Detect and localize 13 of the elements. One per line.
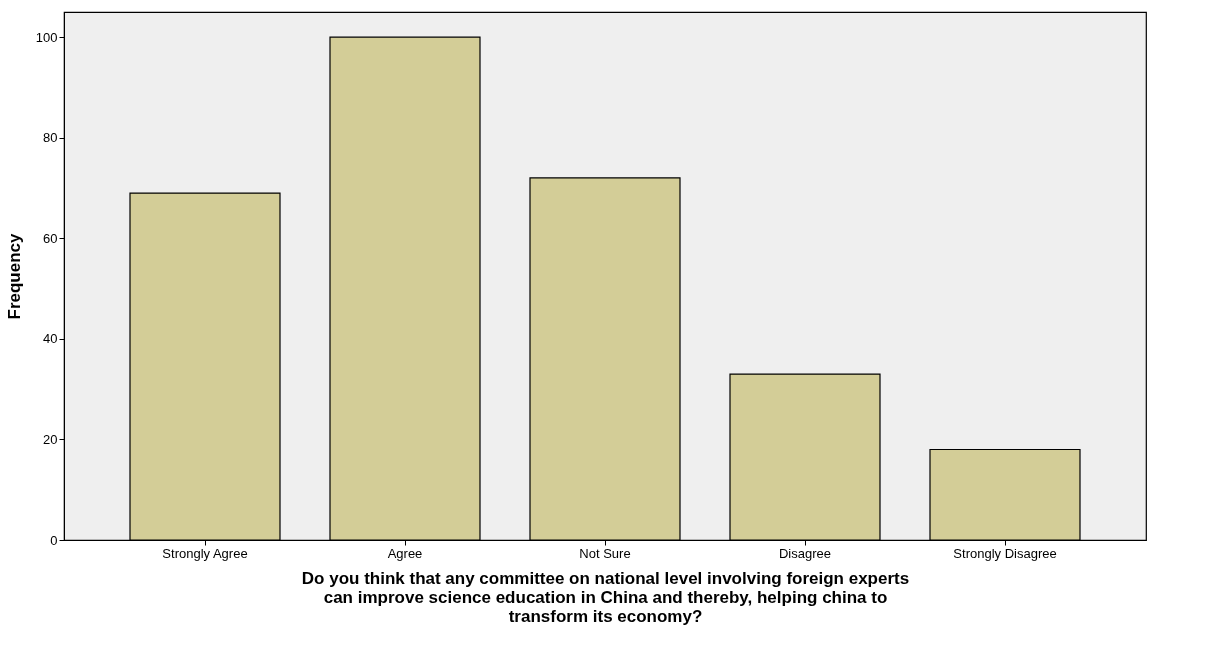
y-axis-title: Frequency bbox=[4, 232, 24, 320]
x-tick-label: Strongly Agree bbox=[162, 545, 248, 561]
x-tick-label: Agree bbox=[387, 545, 423, 561]
x-tick-label: Disagree bbox=[778, 545, 832, 561]
y-tick-label: 60 bbox=[43, 230, 58, 246]
y-tick-label: 80 bbox=[43, 130, 58, 146]
x-tick-label: Not Sure bbox=[579, 545, 631, 561]
y-tick-label: 20 bbox=[43, 431, 58, 447]
y-tick-label: 100 bbox=[35, 29, 58, 45]
y-tick-label: 40 bbox=[43, 331, 58, 347]
x-tick-label: Strongly Disagree bbox=[953, 545, 1057, 561]
y-tick-label: 0 bbox=[50, 532, 58, 548]
x-axis-title: Do you think that any committee on national level involving foreign experts can improve science education in China and thereby, helping china to transform its economy? bbox=[301, 568, 910, 626]
